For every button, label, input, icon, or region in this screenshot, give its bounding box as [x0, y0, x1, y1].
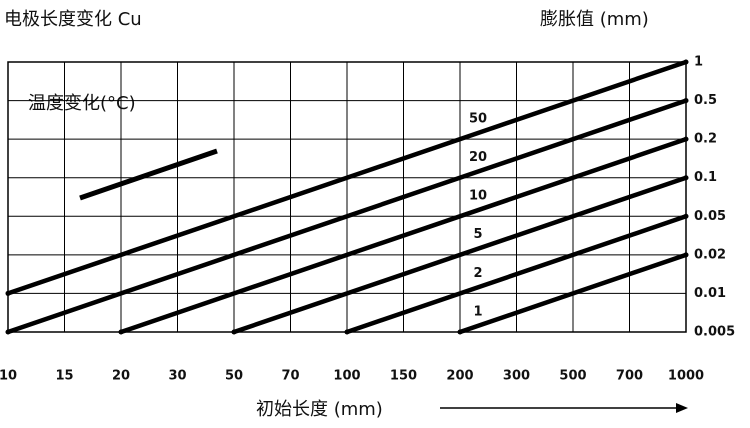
- line-end: [683, 175, 689, 181]
- line-end: [344, 329, 350, 335]
- line-end: [683, 213, 689, 219]
- x-tick-label: 1000: [668, 369, 704, 384]
- y-tick-label: 0.01: [694, 286, 726, 301]
- x-tick-label: 70: [281, 369, 299, 384]
- y-tick-label: 0.05: [694, 209, 726, 224]
- x-axis-label: 初始长度 (mm): [256, 399, 383, 420]
- line-end: [683, 136, 689, 142]
- x-tick-label: 30: [168, 369, 186, 384]
- x-tick-label: 20: [112, 369, 130, 384]
- series-line: [344, 214, 689, 335]
- series-line: [457, 252, 689, 335]
- axis-arrow-head: [676, 403, 688, 413]
- x-tick-label: 100: [333, 369, 360, 384]
- y-axis-label: 膨胀值 (mm): [540, 9, 649, 30]
- legend-title: 温度变化(°C): [28, 93, 136, 114]
- x-tick-label: 200: [446, 369, 473, 384]
- line-end: [683, 252, 689, 258]
- x-tick-label: 150: [390, 369, 417, 384]
- x-tick-label: 700: [616, 369, 643, 384]
- chart-title: 电极长度变化 Cu: [4, 9, 142, 30]
- line-end: [5, 329, 11, 335]
- x-tick-label: 300: [503, 369, 530, 384]
- series-line: [231, 175, 689, 335]
- y-tick-label: 0.02: [694, 247, 726, 262]
- series-label: 20: [469, 150, 487, 165]
- series-line: [5, 59, 689, 296]
- x-tick-label: 15: [55, 369, 73, 384]
- line-end: [5, 290, 11, 296]
- x-tick-label: 500: [559, 369, 586, 384]
- x-tick-label: 10: [0, 369, 17, 384]
- series-label: 10: [469, 189, 487, 204]
- series-label: 2: [473, 266, 482, 281]
- series-label: 50: [469, 111, 487, 126]
- y-tick-label: 0.005: [694, 325, 735, 340]
- x-tick-label: 50: [225, 369, 243, 384]
- series-label: 1: [473, 304, 482, 319]
- line-end: [683, 98, 689, 104]
- line-end: [231, 329, 237, 335]
- line-end: [683, 59, 689, 65]
- y-tick-label: 0.2: [694, 132, 717, 147]
- y-tick-label: 1: [694, 55, 703, 70]
- series-label: 5: [473, 227, 482, 242]
- series-line: [118, 136, 689, 335]
- series-line: [5, 98, 689, 335]
- line-end: [118, 329, 124, 335]
- y-tick-label: 0.5: [694, 93, 717, 108]
- line-end: [457, 329, 463, 335]
- legend-sample: [79, 148, 218, 201]
- y-tick-label: 0.1: [694, 170, 717, 185]
